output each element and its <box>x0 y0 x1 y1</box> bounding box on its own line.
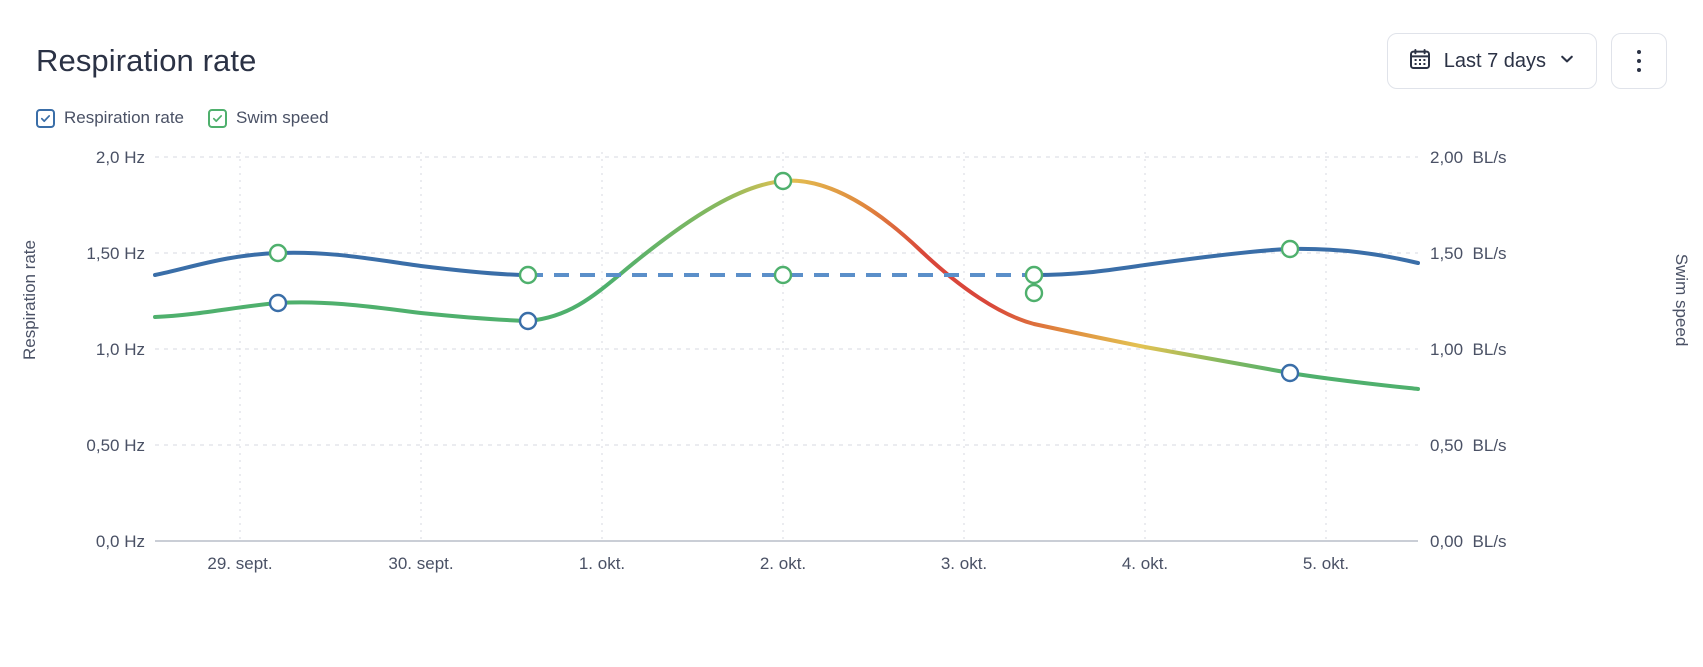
horizontal-gridlines <box>155 156 1418 446</box>
chart-legend: Respiration rate Swim speed <box>36 108 329 128</box>
series-line-respiration-rate-start <box>153 250 530 277</box>
y-axis-left-ticks: 2,0 Hz 1,50 Hz 1,0 Hz 0,50 Hz 0,0 Hz <box>86 148 145 551</box>
vertical-gridlines <box>239 152 1327 541</box>
legend-item-respiration-rate[interactable]: Respiration rate <box>36 108 184 128</box>
svg-text:1,50 Hz: 1,50 Hz <box>86 244 145 263</box>
chevron-down-icon <box>1558 50 1576 73</box>
more-options-button[interactable] <box>1611 33 1667 89</box>
series-markers-swim-speed <box>268 171 1300 383</box>
svg-text:4. okt.: 4. okt. <box>1122 554 1168 573</box>
legend-checkbox-respiration-rate[interactable] <box>36 108 55 128</box>
svg-text:2. okt.: 2. okt. <box>760 554 806 573</box>
svg-text:29. sept.: 29. sept. <box>207 554 272 573</box>
svg-text:0,50 Hz: 0,50 Hz <box>86 436 145 455</box>
legend-checkbox-swim-speed[interactable] <box>208 108 228 128</box>
legend-item-swim-speed[interactable]: Swim speed <box>208 108 329 128</box>
svg-text:3. okt.: 3. okt. <box>941 554 987 573</box>
svg-text:1,50 BL/s: 1,50 BL/s <box>1430 244 1507 263</box>
svg-text:5. okt.: 5. okt. <box>1303 554 1349 573</box>
series-line-swim-speed <box>153 178 1420 391</box>
x-axis-ticks: 29. sept. 30. sept. 1. okt. 2. okt. 3. o… <box>207 554 1349 573</box>
card-header: Respiration rate Last <box>36 30 1667 92</box>
svg-text:2,00 BL/s: 2,00 BL/s <box>1430 148 1507 167</box>
svg-text:0,0 Hz: 0,0 Hz <box>96 532 145 551</box>
calendar-icon <box>1408 47 1432 76</box>
legend-label-respiration-rate: Respiration rate <box>64 108 185 127</box>
svg-text:2,0 Hz: 2,0 Hz <box>96 148 145 167</box>
page-title: Respiration rate <box>36 43 257 78</box>
svg-text:30. sept.: 30. sept. <box>388 554 453 573</box>
date-range-dropdown[interactable]: Last 7 days <box>1386 33 1597 89</box>
chart-plot-area: Respiration rate Swim speed <box>0 140 1703 620</box>
y-axis-right-ticks: 2,00 BL/s 1,50 BL/s 1,00 BL/s 0,50 BL/s … <box>1430 148 1507 551</box>
series-markers-respiration-rate <box>268 239 1300 285</box>
kebab-menu-icon <box>1636 48 1642 75</box>
svg-text:0,00 BL/s: 0,00 BL/s <box>1430 532 1507 551</box>
date-range-label: Last 7 days <box>1443 49 1546 72</box>
svg-text:1. okt.: 1. okt. <box>579 554 625 573</box>
svg-text:1,0 Hz: 1,0 Hz <box>96 340 145 359</box>
chart-svg: 2,0 Hz 1,50 Hz 1,0 Hz 0,50 Hz 0,0 Hz 2,0… <box>86 148 1507 573</box>
legend-label-swim-speed: Swim speed <box>236 108 329 127</box>
series-line-respiration-rate-end <box>1032 246 1420 277</box>
svg-text:1,00 BL/s: 1,00 BL/s <box>1430 340 1507 359</box>
header-controls: Last 7 days <box>1386 33 1667 89</box>
svg-text:0,50 BL/s: 0,50 BL/s <box>1430 436 1507 455</box>
